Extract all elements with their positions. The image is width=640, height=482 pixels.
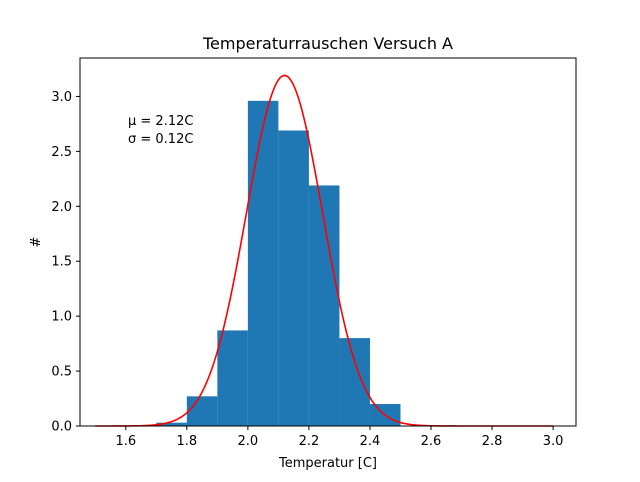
- histogram-bar: [217, 330, 248, 426]
- x-tick-label: 2.2: [299, 434, 320, 449]
- y-tick-label: 2.5: [51, 145, 72, 160]
- x-tick-label: 3.0: [543, 434, 564, 449]
- y-tick-label: 0.0: [51, 420, 72, 435]
- y-tick-label: 1.5: [51, 255, 72, 270]
- y-tick-label: 0.5: [51, 365, 72, 380]
- histogram-bar: [247, 100, 279, 426]
- y-tick-label: 1.0: [51, 310, 72, 325]
- y-tick-label: 2.0: [51, 200, 72, 215]
- x-tick-label: 2.8: [482, 434, 503, 449]
- x-tick-label: 2.0: [238, 434, 259, 449]
- y-axis-label: #: [29, 237, 44, 248]
- annotation-mu: μ = 2.12C: [128, 114, 193, 129]
- histogram-bar: [278, 130, 309, 426]
- x-tick-label: 1.8: [176, 434, 197, 449]
- x-tick-label: 2.4: [360, 434, 381, 449]
- y-tick-label: 3.0: [51, 90, 72, 105]
- y-axis-ticks: 0.0 0.5 1.0 1.5 2.0 2.5 3.0: [51, 90, 80, 435]
- x-tick-label: 1.6: [115, 434, 136, 449]
- x-axis-ticks: 1.6 1.8 2.0 2.2 2.4 2.6 2.8 3.0: [115, 426, 563, 449]
- x-tick-label: 2.6: [421, 434, 442, 449]
- plot-area-frame: [79, 57, 577, 427]
- histogram-bar: [339, 338, 370, 426]
- histogram-bar: [186, 396, 218, 426]
- histogram-bar: [156, 422, 187, 426]
- x-axis-label: Temperatur [C]: [278, 456, 377, 471]
- annotation-sigma: σ = 0.12C: [128, 132, 193, 147]
- chart-title: Temperaturrauschen Versuch A: [202, 34, 453, 53]
